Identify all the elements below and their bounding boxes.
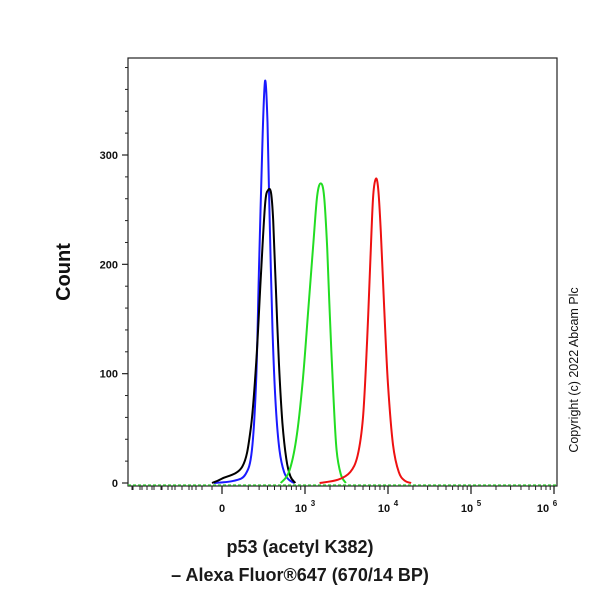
axes-group: 0 100 200 300 0 10 3 10 4 10 5 10 6 [100, 67, 558, 515]
copyright-notice: Copyright (c) 2022 Abcam Plc [567, 287, 581, 452]
series-line-2 [211, 187, 297, 484]
x-tick-exponent: 6 [553, 499, 558, 508]
y-axis-label: Count [53, 243, 75, 301]
series-group [128, 79, 557, 486]
x-tick-exponent: 4 [394, 499, 399, 508]
x-tick-exponent: 5 [477, 499, 482, 508]
plot-area-frame [127, 57, 558, 487]
x-tick-label: 10 [461, 503, 473, 515]
y-tick-label: 0 [112, 478, 118, 490]
x-axis-label-line-1: p53 (acetyl K382) [226, 537, 374, 557]
y-tick-label: 200 [100, 259, 118, 271]
x-tick-label: 10 [537, 503, 549, 515]
series-line-3 [279, 182, 347, 484]
x-tick-label: 0 [219, 503, 225, 515]
y-tick-label: 100 [100, 369, 118, 381]
y-tick-label: 300 [100, 150, 118, 162]
x-tick-label: 10 [295, 503, 307, 515]
series-line-1 [213, 79, 295, 484]
series-line-4 [319, 177, 412, 484]
x-axis-label-line-2: – Alexa Fluor®647 (670/14 BP) [171, 565, 429, 585]
x-tick-exponent: 3 [311, 499, 316, 508]
x-tick-label: 10 [378, 503, 390, 515]
